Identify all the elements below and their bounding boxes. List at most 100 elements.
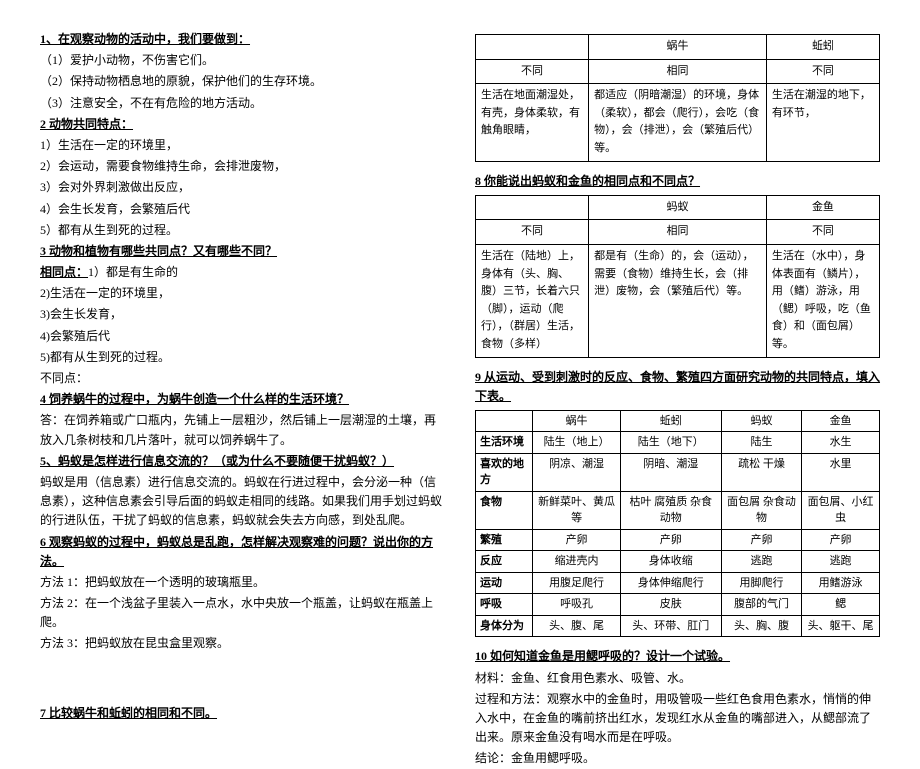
table-rowheader: 食物 <box>476 491 533 529</box>
table-cell: 生活在潮湿的地下，有环节， <box>766 84 879 161</box>
table-header <box>476 410 533 432</box>
left-column: 1、在观察动物的活动中，我们要做到： （1）爱护小动物，不伤害它们。 （2）保持… <box>40 30 445 620</box>
table-cell: 皮肤 <box>620 594 721 616</box>
heading-10: 10 如何知道金鱼是用鳃呼吸的？设计一个试验。 <box>475 647 880 666</box>
table-cell: 水生 <box>802 432 880 454</box>
heading-8: 8 你能说出蚂蚁和金鱼的相同点和不同点？ <box>475 172 880 191</box>
text: 2）会运动，需要食物维持生命，会排泄废物， <box>40 157 445 176</box>
table-ant-fish: 蚂蚁 金鱼 不同 相同 不同 生活在（陆地）上，身体有（头、胸、腹）三节，长着六… <box>475 195 880 358</box>
table-cell: 产卵 <box>721 529 801 551</box>
table-header: 蚯蚓 <box>620 410 721 432</box>
table-cell: 身体伸缩爬行 <box>620 572 721 594</box>
table-header: 相同 <box>589 59 767 84</box>
subheading: 相同点： <box>40 265 88 279</box>
table-cell: 阴暗、潮湿 <box>620 453 721 491</box>
table-header: 蚂蚁 <box>721 410 801 432</box>
table-header: 蜗牛 <box>533 410 620 432</box>
text: 方法 2：在一个浅盆子里装入一点水，水中央放一个瓶盖，让蚂蚁在瓶盖上爬。 <box>40 594 445 632</box>
table-rowheader: 呼吸 <box>476 594 533 616</box>
text: 蚂蚁是用（信息素）进行信息交流的。蚂蚁在行进过程中，会分泌一种（信息素），这种信… <box>40 473 445 531</box>
heading-4: 4 饲养蜗牛的过程中，为蜗牛创造一个什么样的生活环境？ <box>40 390 445 409</box>
table-header: 不同 <box>476 59 589 84</box>
text: 方法 3：把蚂蚁放在昆虫盒里观察。 <box>40 634 445 653</box>
table-cell: 陆生（地下） <box>620 432 721 454</box>
table-cell: 头、胸、腹 <box>721 615 801 637</box>
table-snail-worm: 蜗牛 蚯蚓 不同 相同 不同 生活在地面潮湿处，有壳，身体柔软，有触角眼睛， 都… <box>475 34 880 162</box>
table-header: 不同 <box>766 220 879 245</box>
text: （2）保持动物栖息地的原貌，保护他们的生存环境。 <box>40 72 445 91</box>
table-cell: 身体收缩 <box>620 551 721 573</box>
text: 4)会繁殖后代 <box>40 327 445 346</box>
table-cell: 逃跑 <box>802 551 880 573</box>
text: 相同点：1）都是有生命的 <box>40 263 445 282</box>
table-cell: 面包屑 杂食动物 <box>721 491 801 529</box>
text: 答：在饲养箱或广口瓶内，先铺上一层粗沙，然后铺上一层潮湿的土壤，再放入几条树枝和… <box>40 411 445 449</box>
table-cell: 呼吸孔 <box>533 594 620 616</box>
table-rowheader: 反应 <box>476 551 533 573</box>
table-cell: 新鲜菜叶、黄瓜等 <box>533 491 620 529</box>
table-cell: 陆生 <box>721 432 801 454</box>
table-cell: 用腹足爬行 <box>533 572 620 594</box>
table-rowheader: 喜欢的地方 <box>476 453 533 491</box>
table-cell: 产卵 <box>533 529 620 551</box>
table-header: 相同 <box>589 220 767 245</box>
table-cell: 都是有（生命）的，会（运动），需要（食物）维持生长，会（排泄）废物，会（繁殖后代… <box>589 244 767 357</box>
table-cell: 水里 <box>802 453 880 491</box>
text: 2)生活在一定的环境里， <box>40 284 445 303</box>
text: 4）会生长发育，会繁殖后代 <box>40 200 445 219</box>
heading-5: 5、蚂蚁是怎样进行信息交流的？（或为什么不要随便干扰蚂蚁？） <box>40 452 445 471</box>
table-cell: 鳃 <box>802 594 880 616</box>
table-cell: 用鳍游泳 <box>802 572 880 594</box>
table-rowheader: 生活环境 <box>476 432 533 454</box>
table-cell: 产卵 <box>620 529 721 551</box>
table-cell: 疏松 干燥 <box>721 453 801 491</box>
text: 3）会对外界刺激做出反应， <box>40 178 445 197</box>
table-cell: 腹部的气门 <box>721 594 801 616</box>
table-cell: 逃跑 <box>721 551 801 573</box>
table-cell: 头、环带、肛门 <box>620 615 721 637</box>
text: 结论：金鱼用鳃呼吸。 <box>475 749 880 768</box>
table-header: 不同 <box>766 59 879 84</box>
table-rowheader: 繁殖 <box>476 529 533 551</box>
text: 材料：金鱼、红食用色素水、吸管、水。 <box>475 669 880 688</box>
text: 5)都有从生到死的过程。 <box>40 348 445 367</box>
text: 3)会生长发育， <box>40 305 445 324</box>
text: （1）爱护小动物，不伤害它们。 <box>40 51 445 70</box>
text: 5）都有从生到死的过程。 <box>40 221 445 240</box>
table-cell: 用脚爬行 <box>721 572 801 594</box>
table-cell: 缩进壳内 <box>533 551 620 573</box>
table-cell: 头、躯干、尾 <box>802 615 880 637</box>
table-cell: 生活在（水中），身体表面有（鳞片），用（鳍）游泳，用（鳃）呼吸，吃（鱼食）和（面… <box>766 244 879 357</box>
table-cell: 陆生（地上） <box>533 432 620 454</box>
table-cell: 生活在地面潮湿处，有壳，身体柔软，有触角眼睛， <box>476 84 589 161</box>
table-cell: 头、腹、尾 <box>533 615 620 637</box>
text: 方法 1：把蚂蚁放在一个透明的玻璃瓶里。 <box>40 573 445 592</box>
table-cell: 面包屑、小红虫 <box>802 491 880 529</box>
table-header: 金鱼 <box>802 410 880 432</box>
table-cell: 阴凉、潮湿 <box>533 453 620 491</box>
table-compare-animals: 蜗牛蚯蚓蚂蚁金鱼生活环境陆生（地上）陆生（地下）陆生水生喜欢的地方阴凉、潮湿阴暗… <box>475 410 880 638</box>
table-cell: 生活在（陆地）上，身体有（头、胸、腹）三节，长着六只（脚），运动（爬行），（群居… <box>476 244 589 357</box>
table-header: 金鱼 <box>766 195 879 220</box>
text: 过程和方法：观察水中的金鱼时，用吸管吸一些红色食用色素水，悄悄的伸入水中，在金鱼… <box>475 690 880 748</box>
text: 1）都是有生命的 <box>88 265 178 279</box>
right-column: 蜗牛 蚯蚓 不同 相同 不同 生活在地面潮湿处，有壳，身体柔软，有触角眼睛， 都… <box>475 30 880 620</box>
table-header: 蜗牛 <box>589 35 767 60</box>
table-rowheader: 运动 <box>476 572 533 594</box>
table-header: 蚂蚁 <box>589 195 767 220</box>
heading-2: 2 动物共同特点： <box>40 115 445 134</box>
table-cell: 枯叶 腐殖质 杂食动物 <box>620 491 721 529</box>
table-rowheader: 身体分为 <box>476 615 533 637</box>
heading-9: 9 从运动、受到刺激时的反应、食物、繁殖四方面研究动物的共同特点，填入下表。 <box>475 368 880 406</box>
table-header: 蚯蚓 <box>766 35 879 60</box>
text: 1）生活在一定的环境里， <box>40 136 445 155</box>
table-header: 不同 <box>476 220 589 245</box>
table-cell: 都适应（阴暗潮湿）的环境，身体（柔软），都会（爬行），会吃（食物），会（排泄），… <box>589 84 767 161</box>
heading-6: 6 观察蚂蚁的过程中，蚂蚁总是乱跑，怎样解决观察难的问题？说出你的方法。 <box>40 533 445 571</box>
heading-3: 3 动物和植物有哪些共同点？又有哪些不同？ <box>40 242 445 261</box>
text: （3）注意安全，不在有危险的地方活动。 <box>40 94 445 113</box>
table-cell: 产卵 <box>802 529 880 551</box>
heading-1: 1、在观察动物的活动中，我们要做到： <box>40 30 445 49</box>
heading-7: 7 比较蜗牛和蚯蚓的相同和不同。 <box>40 704 445 723</box>
text: 不同点： <box>40 369 445 388</box>
